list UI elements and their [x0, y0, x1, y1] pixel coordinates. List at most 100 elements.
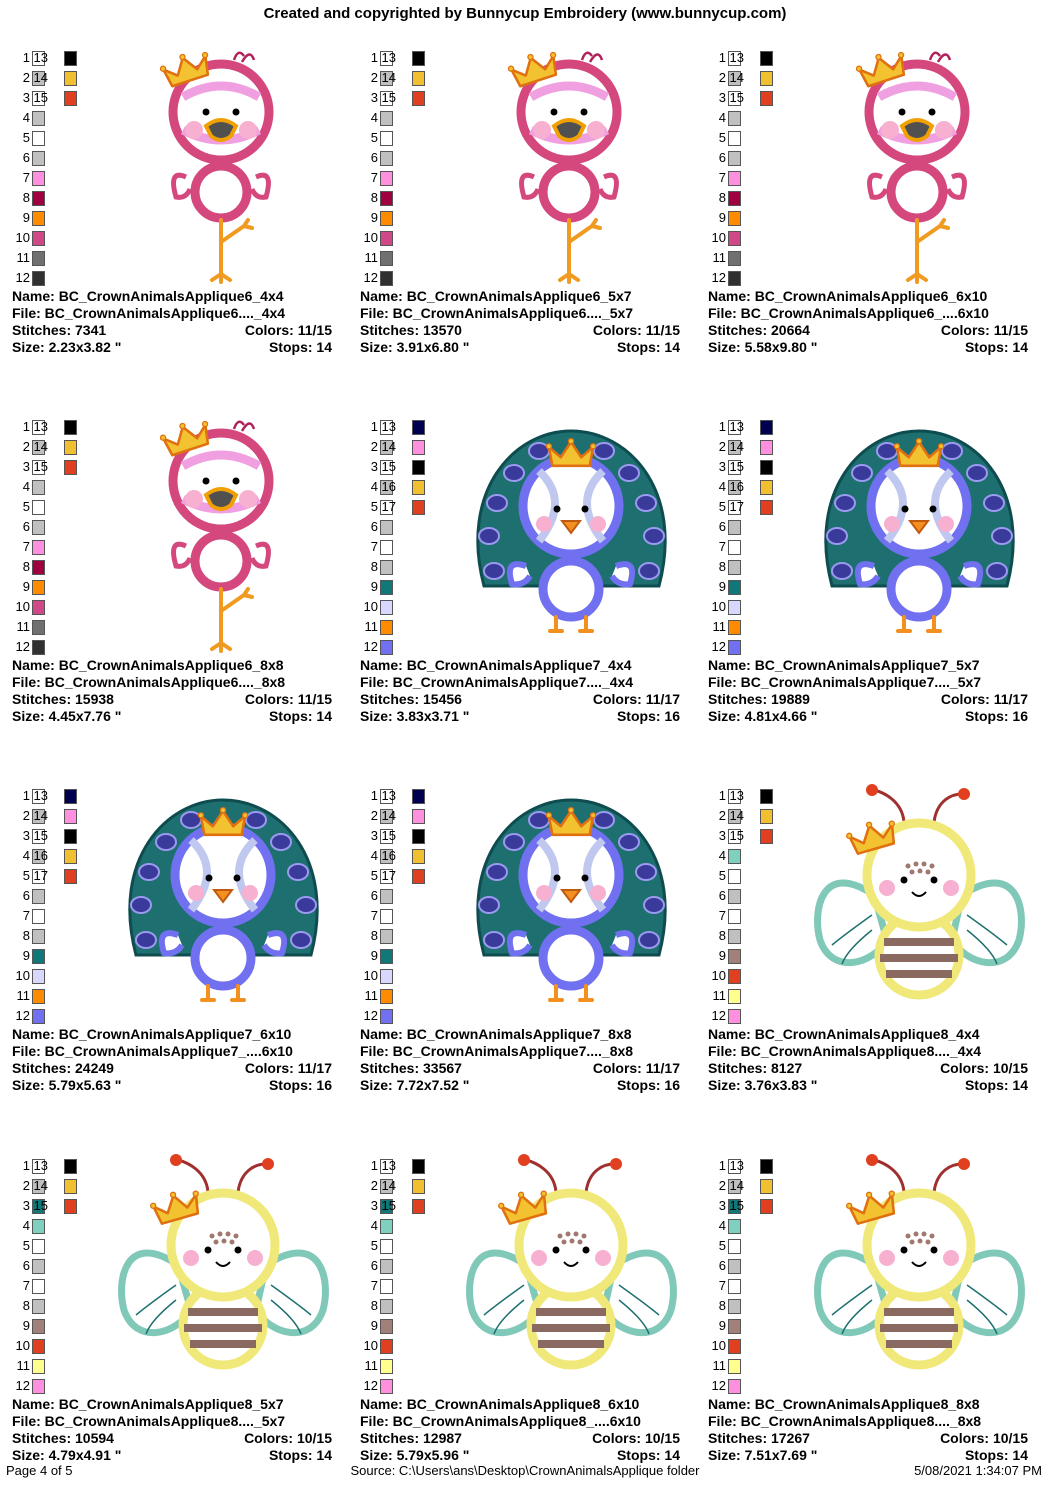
color-number: 13 — [381, 1158, 396, 1173]
design-size-line: Size: 5.58x9.80 " Stops: 14 — [708, 339, 1028, 356]
color-number: 5 — [370, 1238, 378, 1253]
color-swatch — [728, 969, 741, 984]
color-number: 14 — [381, 439, 396, 454]
design-name-line: Name: BC_CrownAnimalsApplique7_4x4 — [360, 657, 680, 674]
palette-row: 12 — [14, 1008, 84, 1024]
design-name: BC_CrownAnimalsApplique8_6x10 — [406, 1396, 640, 1412]
palette-row: 6 — [710, 519, 780, 535]
color-number: 13 — [381, 419, 396, 434]
color-swatch — [32, 440, 45, 455]
design-name: BC_CrownAnimalsApplique7_5x7 — [754, 657, 980, 673]
palette-row: 5 17 — [14, 868, 84, 884]
color-swatch — [64, 1159, 77, 1174]
design-size-label: Size: — [708, 1077, 741, 1093]
color-number: 7 — [22, 170, 30, 185]
stop-count-group: Stops: 14 — [269, 1447, 332, 1464]
design-card: 1 13 2 14 3 15 4 5 6 7 8 9 10 11 12 Name: BC_CrownAnima… — [6, 1130, 346, 1490]
color-count: 11/15 — [993, 322, 1028, 338]
stop-count-group: Stops: 14 — [269, 339, 332, 356]
palette-row: 5 17 — [362, 499, 432, 515]
color-number: 1 — [22, 788, 30, 803]
color-count: 10/15 — [992, 1430, 1028, 1446]
palette-row: 3 15 — [710, 459, 780, 475]
design-card: 1 13 2 14 3 15 4 16 5 17 6 7 8 9 10 11 12 Name: BC_CrownA… — [702, 391, 1042, 751]
color-swatch — [380, 271, 393, 286]
color-number: 14 — [729, 70, 744, 85]
color-swatch — [380, 889, 393, 904]
palette-row: 7 — [14, 170, 84, 186]
color-number: 6 — [22, 519, 30, 534]
color-number: 8 — [22, 928, 30, 943]
color-swatch — [380, 500, 393, 515]
design-name: BC_CrownAnimalsApplique6_4x4 — [58, 288, 284, 304]
palette-row: 10 — [14, 968, 84, 984]
color-swatch — [380, 989, 393, 1004]
color-swatch — [728, 809, 741, 824]
design-file: BC_CrownAnimalsApplique7...._4x4 — [392, 674, 634, 690]
design-size-line: Size: 5.79x5.63 " Stops: 16 — [12, 1077, 332, 1094]
color-swatch — [64, 1199, 77, 1214]
flamingo-icon — [812, 42, 1027, 287]
color-swatch — [728, 231, 741, 246]
palette-row: 7 — [14, 1278, 84, 1294]
color-number: 13 — [33, 419, 48, 434]
palette-row: 12 — [14, 639, 84, 655]
color-number: 15 — [381, 1198, 396, 1213]
color-number: 3 — [22, 90, 30, 105]
color-swatch — [728, 909, 741, 924]
stitch-count: 12987 — [423, 1430, 462, 1446]
color-number: 6 — [22, 1258, 30, 1273]
color-number: 3 — [370, 459, 378, 474]
color-number: 16 — [381, 848, 396, 863]
palette-row: 12 — [14, 1378, 84, 1394]
palette-row: 9 — [14, 210, 84, 226]
color-number: 17 — [381, 499, 396, 514]
color-swatch — [64, 420, 77, 435]
palette-row: 11 — [362, 619, 432, 635]
color-number: 11 — [16, 250, 31, 265]
color-swatch — [728, 1199, 741, 1214]
color-number: 11 — [364, 1358, 379, 1373]
palette-row: 9 — [362, 210, 432, 226]
color-number: 7 — [370, 170, 378, 185]
color-swatch — [728, 829, 741, 844]
design-name-label: Name: — [12, 288, 55, 304]
color-number: 8 — [370, 1298, 378, 1313]
stitch-count: 24249 — [75, 1060, 114, 1076]
palette-row: 5 17 — [362, 868, 432, 884]
source-path: Source: C:\Users\ans\Desktop\CrownAnimal… — [350, 1463, 700, 1478]
palette-row: 5 — [362, 1238, 432, 1254]
color-swatch — [380, 1319, 393, 1334]
palette-row: 7 — [14, 539, 84, 555]
color-swatch — [380, 1279, 393, 1294]
color-count-label: Colors: — [244, 1060, 294, 1076]
palette-row: 3 15 — [362, 459, 432, 475]
color-count-group: Colors: 11/17 — [593, 1060, 680, 1077]
design-file: BC_CrownAnimalsApplique7...._5x7 — [740, 674, 982, 690]
color-swatch — [380, 1379, 393, 1394]
palette-row: 1 13 — [362, 419, 432, 435]
color-swatch — [728, 1219, 741, 1234]
color-swatch — [380, 809, 393, 824]
color-swatch — [728, 171, 741, 186]
palette-row: 10 — [710, 1338, 780, 1354]
stitch-count-line: Stitches: 19889 Colors: 11/17 — [708, 691, 1028, 708]
color-swatch — [412, 480, 425, 495]
color-number: 9 — [22, 579, 30, 594]
palette-row: 6 — [14, 150, 84, 166]
color-swatch — [380, 1219, 393, 1234]
design-file: BC_CrownAnimalsApplique6...._5x7 — [392, 305, 634, 321]
color-number: 8 — [22, 190, 30, 205]
color-swatch — [380, 211, 393, 226]
design-card: 1 13 2 14 3 15 4 5 6 7 8 9 10 11 12 Name: BC_CrownAnima… — [354, 22, 694, 382]
color-palette: 1 13 2 14 3 15 4 5 6 7 8 9 10 11 12 — [362, 1158, 432, 1398]
design-size-label: Size: — [360, 1077, 393, 1093]
palette-row: 1 13 — [14, 788, 84, 804]
color-number: 4 — [370, 479, 378, 494]
color-number: 3 — [718, 1198, 726, 1213]
color-swatch — [380, 420, 393, 435]
color-number: 7 — [718, 170, 726, 185]
color-number: 14 — [729, 1178, 744, 1193]
stop-count-label: Stops: — [964, 1077, 1009, 1093]
color-number: 6 — [22, 888, 30, 903]
